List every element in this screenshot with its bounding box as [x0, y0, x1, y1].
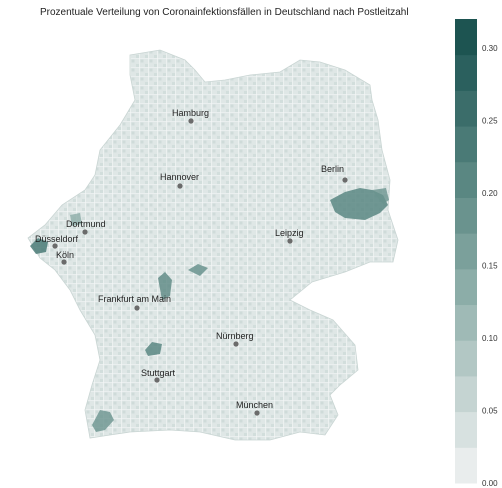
hotspots [30, 188, 389, 432]
colorbar-segment [455, 19, 477, 56]
city-dot [188, 118, 194, 124]
hotspot-hesse [158, 272, 172, 300]
colorbar-segment [455, 447, 477, 484]
colorbar-segment [455, 268, 477, 306]
colorbar-segment [455, 340, 477, 377]
city-label: Hamburg [172, 108, 209, 118]
city-label: München [236, 400, 273, 410]
hotspot-duesseldorf [30, 238, 48, 254]
city-label: Berlin [321, 164, 344, 174]
colorbar-tick-label: 0.30 [482, 44, 498, 53]
city-dot [342, 177, 348, 183]
colorbar-segment [455, 411, 477, 448]
city-label: Düsseldorf [35, 234, 79, 244]
hotspot-wuerzburg [145, 342, 162, 356]
city-dot [154, 377, 160, 383]
germany-outline [27, 49, 399, 441]
hotspot-dortmund [70, 213, 82, 226]
city-label: Frankfurt am Main [98, 294, 171, 304]
city-dot [254, 410, 260, 416]
hotspot-east [372, 188, 389, 204]
city-label: Nürnberg [216, 331, 254, 341]
city-dot [134, 305, 140, 311]
city-label: Dortmund [66, 219, 106, 229]
colorbar-tick-label: 0.15 [482, 262, 498, 271]
colorbar-segment [455, 304, 477, 341]
colorbar-segment [455, 126, 477, 163]
city-markers: Hamburg Berlin Hannover Dortmund Düsseldorf K… [35, 108, 348, 416]
city-label: Leipzig [275, 228, 304, 238]
colorbar-segment [455, 233, 477, 270]
hotspot-freiburg [92, 410, 114, 432]
colorbar-segment [455, 90, 477, 127]
map-title: Prozentuale Verteilung von Coronainfekti… [40, 7, 409, 18]
city-dot [82, 229, 88, 235]
city-dot [61, 259, 67, 265]
colorbar-segment [455, 54, 477, 91]
colorbar-segment [455, 161, 477, 198]
city-dot [287, 238, 293, 244]
city-dot [52, 243, 58, 249]
city-label: Hannover [160, 172, 199, 182]
colorbar-legend: 0.00 0.05 0.10 0.15 0.20 0.25 0.30 [455, 19, 498, 488]
colorbar-segment [455, 197, 477, 234]
city-label: Stuttgart [141, 368, 176, 378]
city-label: Köln [56, 250, 74, 260]
colorbar-tick-label: 0.05 [482, 407, 498, 416]
colorbar-tick-label: 0.10 [482, 334, 498, 343]
colorbar-tick-label: 0.00 [482, 479, 498, 488]
hotspot-thuringia [188, 264, 208, 276]
hotspot-berlin-area [330, 188, 388, 220]
city-dot [177, 183, 183, 189]
city-dot [233, 341, 239, 347]
colorbar-segment [455, 375, 477, 413]
colorbar-tick-label: 0.20 [482, 189, 498, 198]
colorbar-tick-label: 0.25 [482, 117, 498, 126]
